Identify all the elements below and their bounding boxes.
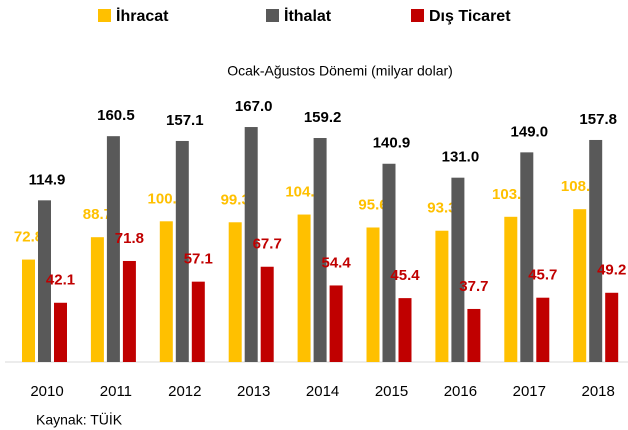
chart-subtitle: Ocak-Ağustos Dönemi (milyar dolar) [227,63,453,79]
value-label: 57.1 [184,251,213,268]
bar [451,177,465,362]
x-tick-label: 2014 [306,383,339,400]
bar [175,140,189,362]
legend-label: İhracat [116,7,169,25]
legend-swatch [98,9,111,22]
bar [573,209,587,362]
bar [329,285,343,362]
bar [467,308,481,362]
bar [589,139,603,362]
x-tick-label: 2015 [375,383,408,400]
bar [38,200,51,362]
value-label: 160.5 [97,107,135,124]
bar [398,298,412,362]
value-label: 140.9 [373,135,411,152]
bar [313,138,327,362]
bar [520,152,534,362]
value-label: 37.7 [459,278,488,295]
legend-swatch [266,9,279,22]
value-label: 104.8 [285,184,323,201]
bar [54,302,67,362]
bar [122,260,136,362]
bar [106,136,120,362]
x-tick-label: 2010 [30,383,63,400]
value-label: 157.8 [579,111,617,128]
value-label: 114.9 [29,171,66,188]
value-label: 108.6 [561,178,599,195]
value-label: 67.7 [253,236,282,253]
bar [605,292,619,362]
x-tick-label: 2016 [444,383,477,400]
bar [366,227,380,362]
value-label: 100.0 [148,190,186,207]
bar [435,230,449,362]
bar [382,163,396,362]
legend-swatch [411,9,424,22]
source-note: Kaynak: TÜİK [36,411,123,428]
legend-label: İthalat [284,7,332,25]
value-label: 131.0 [442,149,480,166]
x-tick-label: 2012 [168,383,201,400]
value-label: 99.3 [221,191,250,208]
value-label: 54.4 [321,254,351,271]
legend-label: Dış Ticaret [429,8,511,25]
value-label: 95.6 [358,196,387,213]
value-label: 149.0 [511,123,549,140]
bar [191,281,205,362]
value-label: 42.1 [46,272,75,289]
value-label: 157.1 [166,112,204,129]
value-label: 71.8 [115,230,144,247]
value-label: 45.7 [528,267,557,284]
value-label: 88.7 [83,206,112,223]
bar [228,222,242,362]
value-label: 49.2 [597,262,626,279]
bar [159,221,173,362]
bar [244,127,258,362]
value-label: 167.0 [235,98,273,115]
value-label: 103.2 [492,186,530,203]
bar [260,266,274,362]
x-tick-label: 2017 [513,383,546,400]
value-label: 93.3 [427,200,456,217]
x-tick-label: 2011 [100,383,132,400]
bar [22,259,35,362]
value-label: 72.8 [14,229,43,246]
x-tick-label: 2018 [582,383,615,400]
bar [504,216,518,362]
value-label: 45.4 [390,267,420,284]
value-label: 159.2 [304,109,342,126]
bar [90,237,104,362]
bar [297,214,311,362]
bar [536,297,550,362]
x-tick-label: 2013 [237,383,270,400]
